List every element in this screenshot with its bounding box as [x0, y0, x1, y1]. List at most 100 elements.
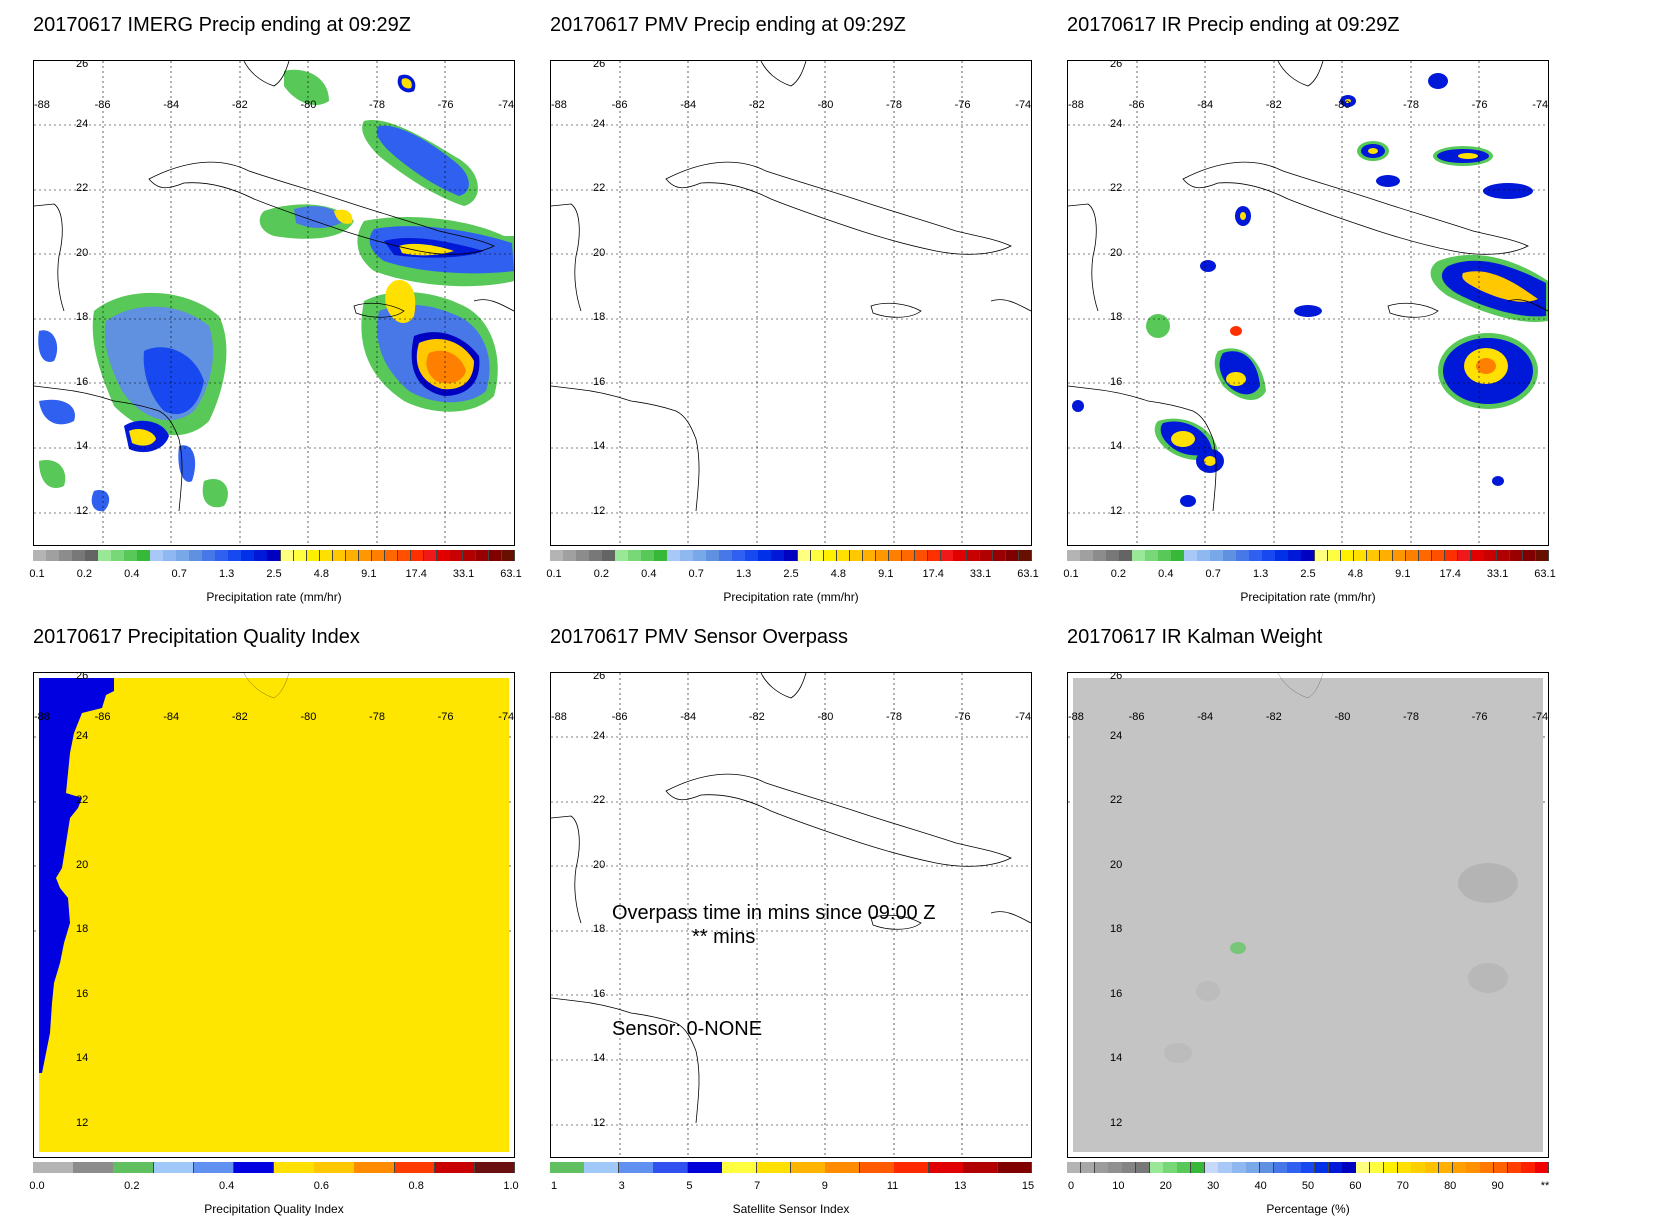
color-bar-segment: [1340, 550, 1355, 561]
color-bar-segment: [319, 550, 334, 561]
color-bar-segment: [354, 1162, 395, 1173]
quality-field: [34, 673, 514, 1152]
color-bar-segment: [1438, 1162, 1454, 1173]
color-bar-segment: [474, 1162, 516, 1173]
longitude-label: -84: [680, 99, 697, 111]
latitude-label: 20: [76, 246, 89, 259]
color-bar-segment: [784, 550, 798, 561]
color-bar-tick-label: 0.1: [546, 568, 562, 580]
lat-lon-grid: [34, 736, 514, 932]
sensor-text: Sensor: 0-NONE: [612, 1018, 763, 1040]
color-bar-segment: [894, 1162, 930, 1173]
color-bar-tick-label: 3: [618, 1180, 625, 1192]
color-bar-segment: [1397, 1162, 1412, 1173]
color-bar-segment: [1080, 550, 1094, 561]
latitude-label: 20: [593, 246, 606, 259]
color-bar-segment: [1171, 550, 1185, 561]
color-bar-segment: [1163, 1162, 1178, 1173]
color-bar-segment: [1444, 550, 1459, 561]
color-bar-segment: [1353, 550, 1368, 561]
map-frame: -88 -86 -84 -82 -80 -78 -76 -74 26 24 22 20 18 16 14 12: [550, 60, 1032, 546]
longitude-label: -74: [1532, 711, 1549, 723]
color-bar-tick-label: 5: [686, 1180, 693, 1192]
color-bar-tick-label: 90: [1491, 1180, 1504, 1192]
color-bar-segment: [1149, 1162, 1164, 1173]
color-bar-segment: [488, 550, 503, 561]
latitude-label: 12: [1110, 504, 1123, 517]
latitude-label: 16: [593, 375, 606, 388]
color-bar-segment: [1314, 1162, 1330, 1173]
color-bar-segment: [563, 550, 577, 561]
color-bar-segment: [1392, 550, 1407, 561]
latitude-label: 26: [1110, 672, 1123, 682]
color-bar-segment: [641, 550, 655, 561]
color-bar-tick-label: 33.1: [969, 568, 992, 580]
panel-title: 20170617 Precipitation Quality Index: [33, 626, 360, 648]
color-bar: [1067, 550, 1550, 561]
longitude-label: -74: [1015, 711, 1032, 723]
longitude-label: -82: [231, 99, 248, 111]
latitude-label: 26: [76, 672, 89, 682]
latitude-label: 22: [1110, 182, 1123, 194]
color-bar-tick-label: 40: [1254, 1180, 1267, 1192]
latitude-label: 20: [76, 858, 89, 871]
latitude-label: 22: [593, 794, 606, 806]
color-bar-segment: [901, 550, 916, 561]
panel-title: 20170617 IMERG Precip ending at 09:29Z: [33, 14, 412, 36]
color-bar-segment: [1236, 550, 1250, 561]
color-bar-label: Precipitation rate (mm/hr): [1240, 590, 1376, 604]
color-bar-segment: [966, 550, 981, 561]
color-bar-segment: [1418, 550, 1433, 561]
color-bar-segment: [113, 1162, 154, 1173]
color-bar-segment: [823, 550, 838, 561]
color-bar-tick-label: 0.4: [218, 1180, 235, 1192]
sensor-overpass-panel: 20170617 PMV Sensor Overpass -8: [517, 612, 1037, 1216]
color-bar-tick-label: 13: [954, 1180, 967, 1192]
color-bar-segment: [1249, 550, 1263, 561]
color-bar-tick-label: 33.1: [452, 568, 475, 580]
longitude-label: -86: [1128, 99, 1145, 111]
color-bar-segment: [1223, 550, 1237, 561]
lat-lon-grid: [34, 61, 514, 545]
color-bar-tick-label: 9: [821, 1180, 828, 1192]
coastlines: [243, 673, 290, 699]
color-bar-segment: [1184, 550, 1198, 561]
color-bar-tick-label: 0.7: [171, 568, 187, 580]
color-bar-tick-label: 1: [550, 1180, 558, 1192]
color-bar-segment: [1145, 550, 1159, 561]
color-bar-segment: [98, 550, 112, 561]
color-bar-segment: [862, 550, 877, 561]
color-bar-segment: [825, 1162, 861, 1173]
color-bar: [1067, 1162, 1550, 1173]
color-bar-segment: [1119, 550, 1133, 561]
color-bar-segment: [153, 1162, 195, 1173]
color-bar-segment: [992, 550, 1007, 561]
color-bar-segment: [371, 550, 386, 561]
color-bar-segment: [475, 550, 490, 561]
latitude-label: 22: [76, 182, 89, 194]
longitude-label: -76: [954, 711, 971, 723]
color-bar-segment: [1275, 550, 1289, 561]
color-bar-segment: [1522, 550, 1537, 561]
color-bar-segment: [1080, 1162, 1096, 1173]
color-bar-segment: [1507, 1162, 1522, 1173]
color-bar-segment: [1287, 1162, 1302, 1173]
panel-title: 20170617 PMV Sensor Overpass: [550, 626, 848, 648]
latitude-label: 18: [76, 311, 89, 323]
color-bar-segment: [653, 1162, 689, 1173]
lat-lon-grid: [551, 673, 1031, 1157]
color-bar-segment: [59, 550, 73, 561]
color-bar-segment: [233, 1162, 275, 1173]
latitude-label: 14: [593, 440, 606, 452]
longitude-label: -82: [231, 711, 248, 723]
color-bar-segment: [1135, 1162, 1151, 1173]
color-bar-segment: [1132, 550, 1146, 561]
color-bar-tick-label: 10: [1112, 1180, 1125, 1192]
longitude-label: -78: [369, 99, 385, 111]
longitude-label: -88: [34, 711, 50, 723]
color-bar-tick-label: 1.3: [735, 568, 752, 580]
color-bar-segment: [384, 550, 399, 561]
color-bar-segment: [1259, 1162, 1275, 1173]
longitude-label: -82: [748, 711, 765, 723]
color-bar-segment: [358, 550, 373, 561]
